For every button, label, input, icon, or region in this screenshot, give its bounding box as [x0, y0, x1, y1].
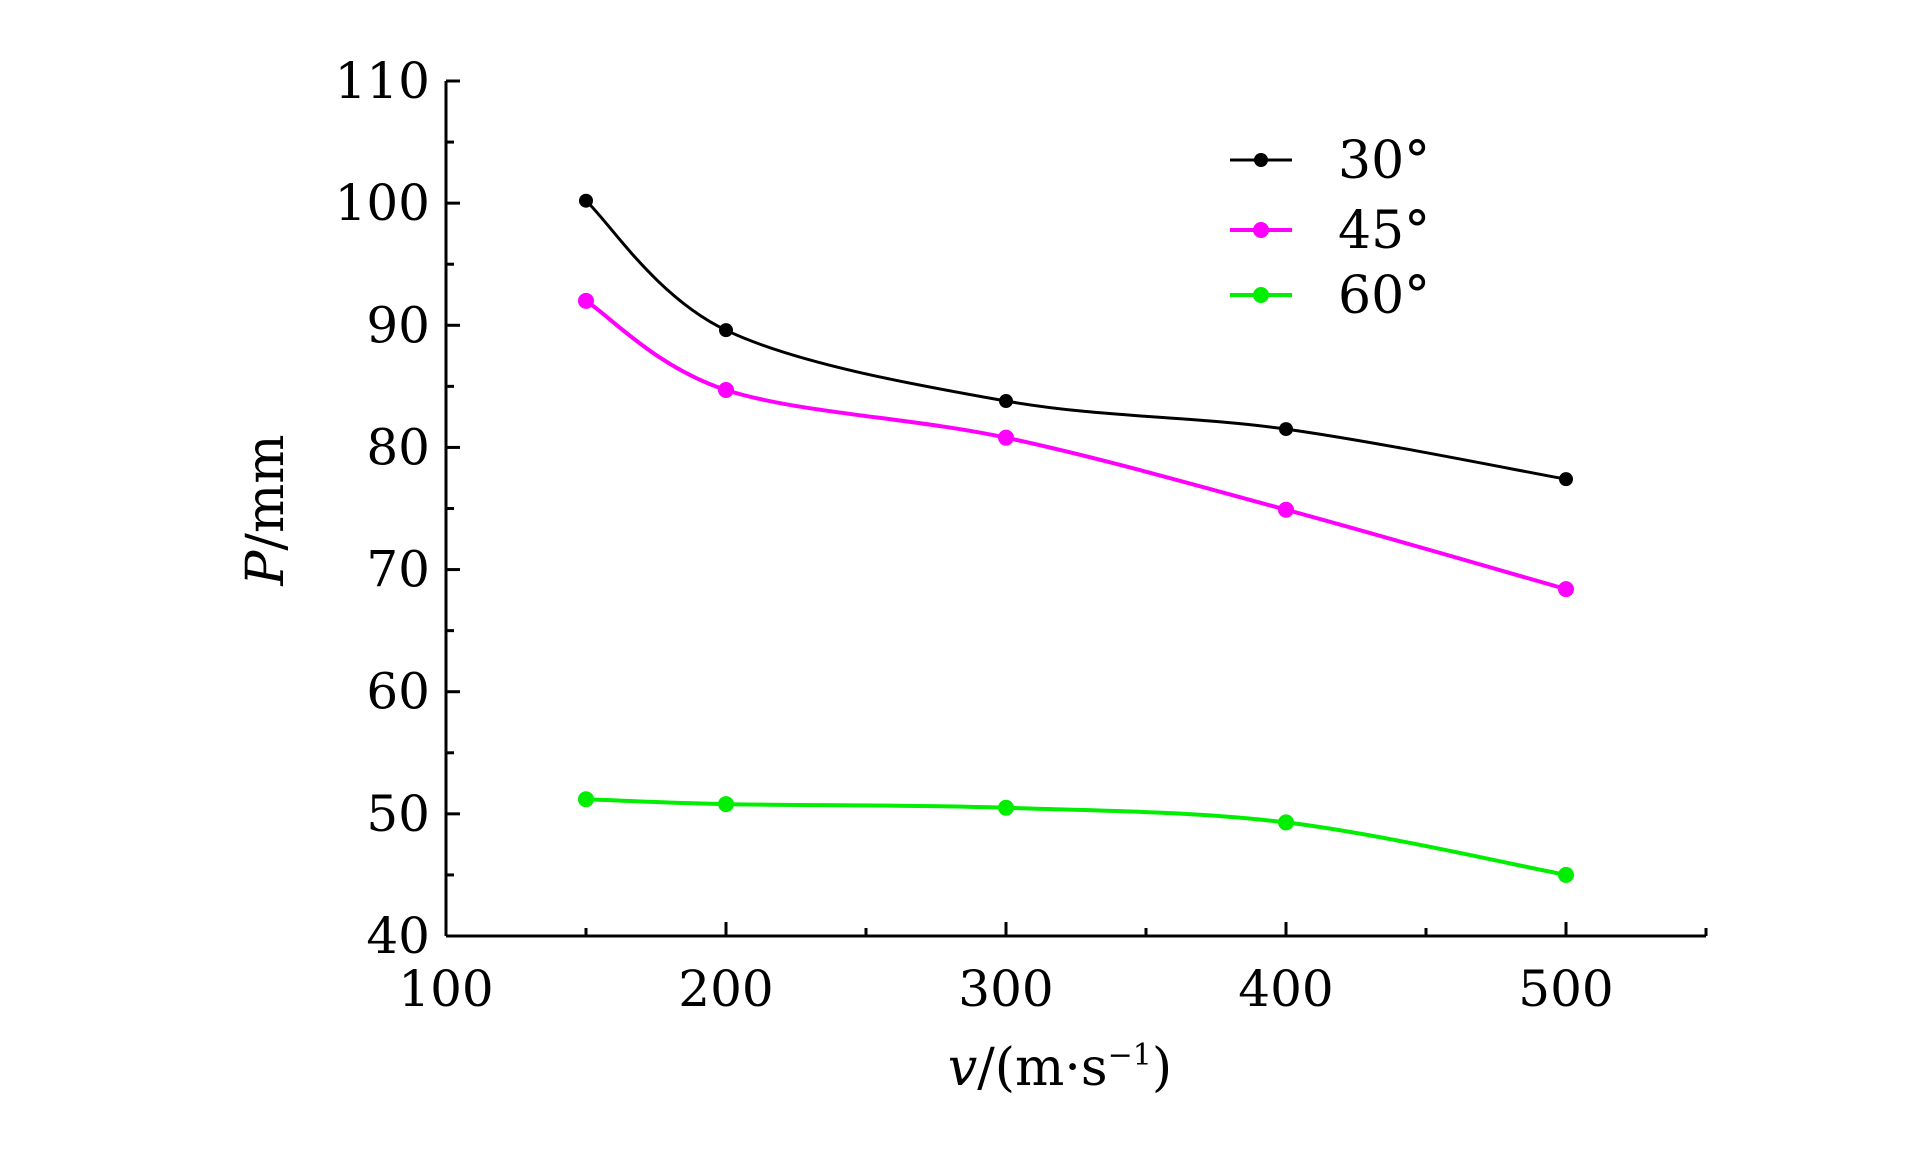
x-tick-label: 300 — [958, 960, 1053, 1018]
x-axis-title-variable: v — [948, 1038, 977, 1098]
data-point — [1558, 866, 1574, 883]
series-2 — [578, 292, 1574, 598]
y-tick-label: 110 — [335, 52, 430, 110]
y-axis-title-unit: /mm — [236, 434, 296, 550]
legend-label: 60° — [1338, 266, 1430, 326]
legend: 30° 45°60° — [1230, 131, 1430, 326]
data-point — [999, 394, 1013, 409]
axes: 100 200 300 400 500 40 50 60 70 80 90 100 110 — [335, 52, 1708, 1018]
y-tick-label: 50 — [366, 785, 430, 843]
data-point — [719, 323, 733, 338]
series-1 — [579, 193, 1573, 487]
series-line — [584, 299, 1567, 592]
data-point — [998, 799, 1014, 816]
data-point — [578, 292, 594, 309]
x-axis-title: v/(m·s−1) — [948, 1038, 1172, 1098]
legend-item: 30° — [1230, 131, 1430, 191]
legend-item: 60° — [1230, 266, 1430, 326]
data-point — [718, 796, 734, 813]
x-tick-label: 400 — [1238, 960, 1333, 1018]
data-point — [998, 429, 1014, 446]
series-line — [585, 797, 1567, 877]
y-tick-label: 60 — [366, 663, 430, 721]
y-tick-label: 80 — [366, 418, 430, 476]
legend-marker — [1254, 153, 1268, 167]
legend-item: 45° — [1230, 201, 1430, 261]
data-point — [718, 382, 734, 399]
y-tick-label: 70 — [366, 541, 430, 599]
series-3 — [578, 791, 1574, 883]
data-point — [1278, 814, 1294, 831]
y-tick-label: 40 — [366, 907, 430, 965]
data-point — [578, 791, 594, 808]
x-tick-label: 500 — [1518, 960, 1613, 1018]
legend-marker — [1253, 287, 1269, 303]
data-point — [1558, 581, 1574, 598]
series-layer — [578, 193, 1574, 883]
x-tick-label: 100 — [398, 960, 493, 1018]
x-tick-label: 200 — [678, 960, 773, 1018]
data-point — [1278, 501, 1294, 518]
legend-marker — [1253, 222, 1269, 238]
y-axis-title: P/mm — [236, 434, 296, 586]
x-axis-title-superscript: −1 — [1108, 1038, 1152, 1073]
x-axis-title-close: ) — [1152, 1038, 1172, 1098]
data-point — [579, 193, 593, 208]
legend-label: 45° — [1338, 201, 1430, 261]
data-point — [1279, 422, 1293, 437]
x-axis-title-unit: /(m·s — [977, 1038, 1107, 1098]
data-point — [1559, 472, 1573, 487]
legend-label: 30° — [1338, 131, 1430, 191]
y-axis-title-variable: P — [236, 550, 296, 587]
y-tick-label: 90 — [366, 296, 430, 354]
y-tick-label: 100 — [335, 174, 430, 232]
